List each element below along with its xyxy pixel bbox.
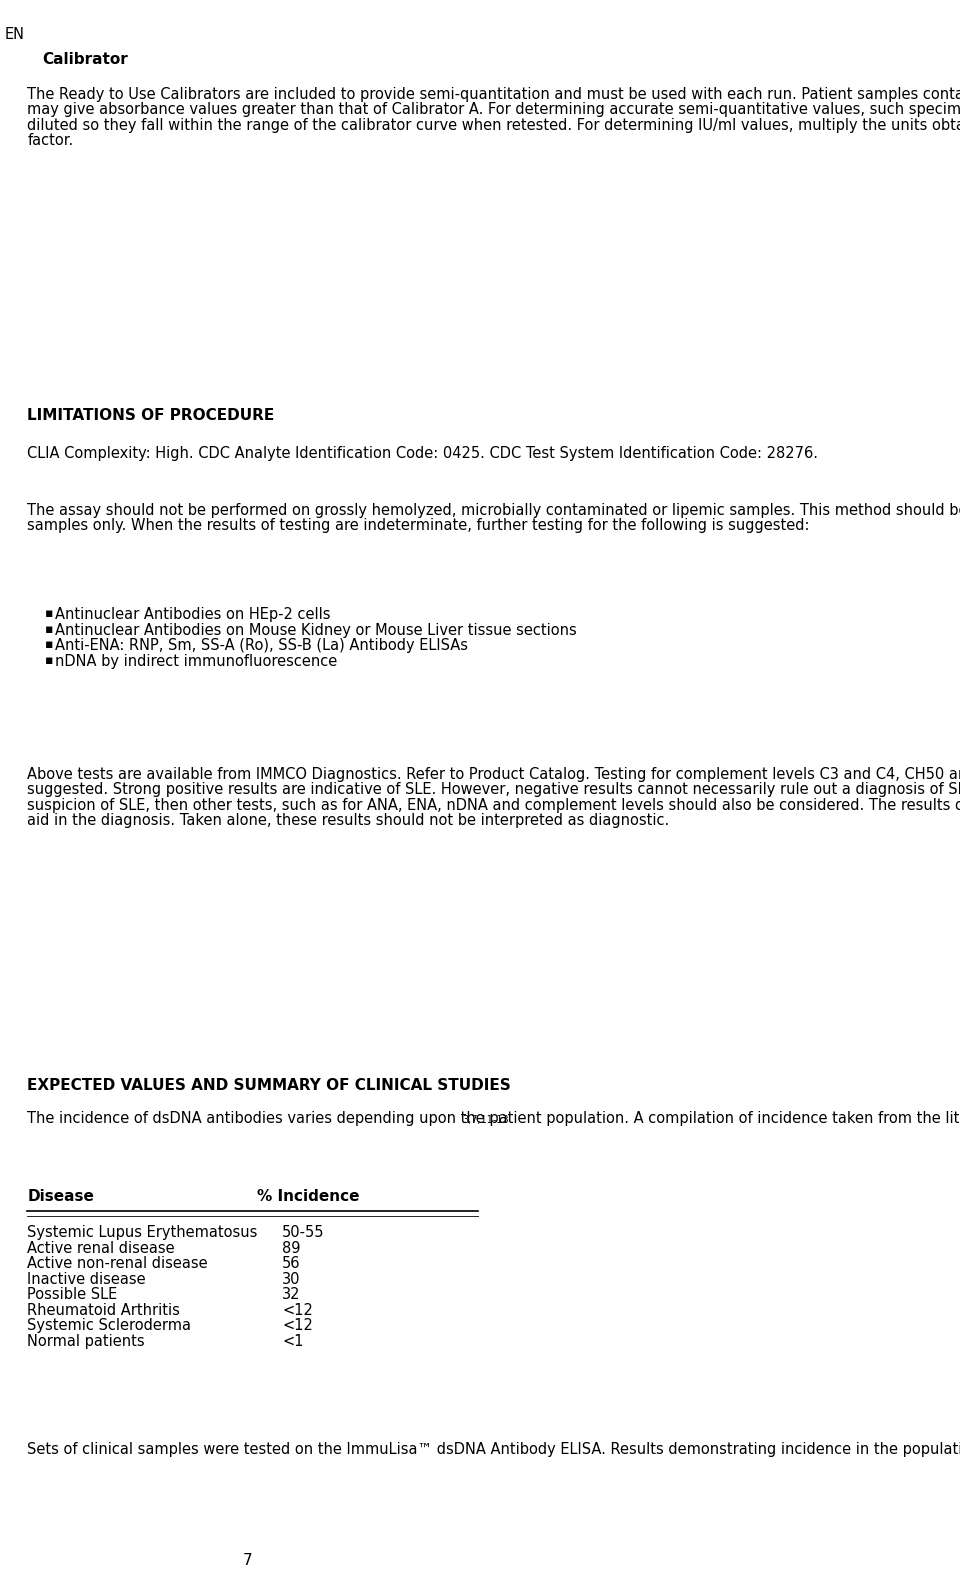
- Text: Sets of clinical samples were tested on the ImmuLisa™ dsDNA Antibody ELISA. Resu: Sets of clinical samples were tested on …: [27, 1442, 960, 1456]
- Text: 3,7,11-13: 3,7,11-13: [462, 1115, 509, 1124]
- Text: 7: 7: [243, 1553, 252, 1567]
- Text: Antinuclear Antibodies on HEp-2 cells: Antinuclear Antibodies on HEp-2 cells: [56, 607, 331, 621]
- Text: 89: 89: [282, 1241, 300, 1255]
- Text: Systemic Lupus Erythematosus: Systemic Lupus Erythematosus: [27, 1225, 257, 1240]
- Text: Rheumatoid Arthritis: Rheumatoid Arthritis: [27, 1303, 180, 1317]
- Text: EN: EN: [5, 27, 25, 41]
- Text: ▪: ▪: [44, 607, 53, 620]
- Text: The assay should not be performed on grossly hemolyzed, microbially contaminated: The assay should not be performed on gro…: [27, 503, 960, 517]
- Text: Antinuclear Antibodies on Mouse Kidney or Mouse Liver tissue sections: Antinuclear Antibodies on Mouse Kidney o…: [56, 623, 577, 637]
- Text: The incidence of dsDNA antibodies varies depending upon the patient population. : The incidence of dsDNA antibodies varies…: [27, 1111, 960, 1126]
- Text: 56: 56: [282, 1257, 300, 1271]
- Text: 32: 32: [282, 1287, 300, 1303]
- Text: nDNA by indirect immunofluorescence: nDNA by indirect immunofluorescence: [56, 653, 338, 669]
- Text: CLIA Complexity: High. CDC Analyte Identification Code: 0425. CDC Test System Id: CLIA Complexity: High. CDC Analyte Ident…: [27, 446, 818, 460]
- Text: ▪: ▪: [44, 639, 53, 651]
- Text: ▪: ▪: [44, 653, 53, 667]
- Text: 30: 30: [282, 1271, 300, 1287]
- Text: Inactive disease: Inactive disease: [27, 1271, 146, 1287]
- Text: Active renal disease: Active renal disease: [27, 1241, 175, 1255]
- Text: <12: <12: [282, 1303, 313, 1317]
- Text: diluted so they fall within the range of the calibrator curve when retested. For: diluted so they fall within the range of…: [27, 119, 960, 133]
- Text: The Ready to Use Calibrators are included to provide semi-quantitation and must : The Ready to Use Calibrators are include…: [27, 87, 960, 101]
- Text: may give absorbance values greater than that of Calibrator A. For determining ac: may give absorbance values greater than …: [27, 103, 960, 117]
- Text: Calibrator: Calibrator: [42, 52, 128, 66]
- Text: % Incidence: % Incidence: [257, 1189, 360, 1203]
- Text: samples only. When the results of testing are indeterminate, further testing for: samples only. When the results of testin…: [27, 519, 809, 533]
- Text: <12: <12: [282, 1319, 313, 1333]
- Text: Active non-renal disease: Active non-renal disease: [27, 1257, 208, 1271]
- Text: suspicion of SLE, then other tests, such as for ANA, ENA, nDNA and complement le: suspicion of SLE, then other tests, such…: [27, 798, 960, 813]
- Text: Systemic Scleroderma: Systemic Scleroderma: [27, 1319, 191, 1333]
- Text: Above tests are available from IMMCO Diagnostics. Refer to Product Catalog. Test: Above tests are available from IMMCO Dia…: [27, 767, 960, 781]
- Text: aid in the diagnosis. Taken alone, these results should not be interpreted as di: aid in the diagnosis. Taken alone, these…: [27, 813, 669, 828]
- Text: suggested. Strong positive results are indicative of SLE. However, negative resu: suggested. Strong positive results are i…: [27, 783, 960, 797]
- Text: ▪: ▪: [44, 623, 53, 636]
- Text: factor.: factor.: [27, 133, 74, 149]
- Text: Possible SLE: Possible SLE: [27, 1287, 117, 1303]
- Text: LIMITATIONS OF PROCEDURE: LIMITATIONS OF PROCEDURE: [27, 408, 275, 422]
- Text: <1: <1: [282, 1334, 303, 1349]
- Text: Normal patients: Normal patients: [27, 1334, 145, 1349]
- Text: Anti-ENA: RNP, Sm, SS-A (Ro), SS-B (La) Antibody ELISAs: Anti-ENA: RNP, Sm, SS-A (Ro), SS-B (La) …: [56, 639, 468, 653]
- Text: EXPECTED VALUES AND SUMMARY OF CLINICAL STUDIES: EXPECTED VALUES AND SUMMARY OF CLINICAL …: [27, 1078, 511, 1092]
- Text: Disease: Disease: [27, 1189, 94, 1203]
- Text: 50-55: 50-55: [282, 1225, 324, 1240]
